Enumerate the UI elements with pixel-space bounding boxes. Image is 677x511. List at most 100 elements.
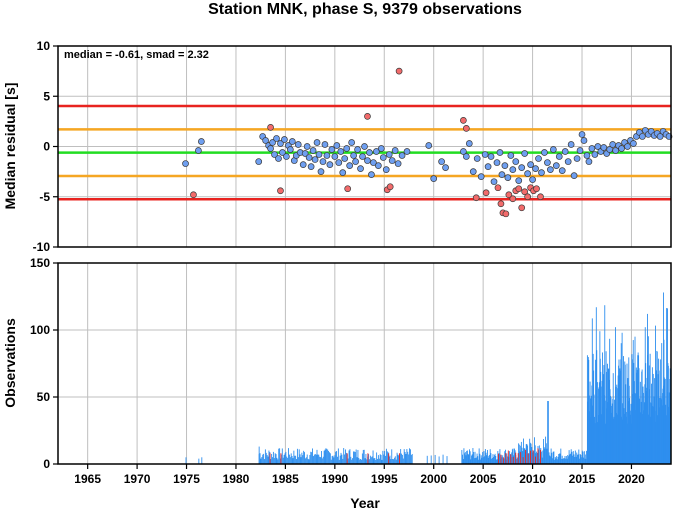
- outlier-point: [524, 193, 531, 201]
- observation-bar: [304, 452, 305, 464]
- inlier-point: [438, 158, 445, 165]
- inlier-point: [576, 147, 584, 154]
- observation-bar: [375, 459, 377, 464]
- observation-bar: [554, 457, 556, 464]
- observation-bar: [531, 452, 533, 464]
- observation-bar: [511, 449, 513, 464]
- observation-bar: [471, 454, 473, 464]
- observation-bar: [552, 458, 553, 464]
- inlier-point: [578, 131, 586, 138]
- inlier-point: [335, 159, 343, 166]
- inlier-point: [357, 165, 364, 172]
- observation-bar: [480, 459, 481, 464]
- observation-bar: [430, 455, 432, 464]
- inlier-point: [535, 155, 542, 162]
- observation-bar: [626, 363, 628, 464]
- observation-bar: [506, 453, 508, 464]
- inlier-point: [288, 138, 296, 145]
- observation-bar: [551, 452, 553, 464]
- observation-bar: [547, 401, 549, 464]
- stats-annotation: median = -0.61, smad = 2.32: [64, 49, 209, 61]
- observation-bar: [561, 458, 562, 464]
- inlier-point: [656, 133, 664, 140]
- observation-bar: [543, 447, 545, 464]
- observation-bar: [545, 443, 547, 464]
- observation-bar: [405, 453, 407, 464]
- observation-bar: [262, 454, 264, 464]
- observation-bar: [293, 450, 295, 464]
- observation-bar: [261, 457, 263, 464]
- observation-bar: [573, 454, 575, 464]
- observation-bar: [342, 458, 344, 464]
- observation-bar: [325, 448, 327, 464]
- outlier-point: [482, 189, 490, 197]
- residual-panel: -10 -5 0 5 10 median = -0.61, smad = 2.32 Me…: [2, 39, 673, 254]
- inlier-point: [552, 162, 560, 169]
- observation-bar: [647, 336, 649, 464]
- inlier-point: [328, 146, 336, 153]
- observation-bar: [343, 448, 345, 464]
- observation-bar: [264, 459, 265, 464]
- observation-bar: [517, 453, 519, 464]
- observation-bar: [377, 455, 379, 464]
- observation-bar: [570, 453, 571, 464]
- outlier-point: [386, 183, 394, 191]
- observation-bar: [494, 453, 496, 464]
- inlier-point: [518, 164, 526, 171]
- observation-bar: [406, 449, 408, 464]
- inlier-point: [391, 147, 399, 154]
- observation-bar: [584, 458, 586, 464]
- inlier-point: [346, 162, 354, 169]
- observation-bar: [395, 459, 397, 464]
- observation-bar: [491, 458, 493, 464]
- observation-bar: [578, 449, 580, 464]
- inlier-point: [326, 161, 334, 168]
- observation-bar: [403, 449, 405, 464]
- observation-bar: [634, 336, 636, 464]
- observation-bar: [282, 457, 284, 464]
- observation-bar: [568, 450, 570, 464]
- inlier-point: [509, 166, 517, 173]
- observation-bar: [527, 453, 529, 464]
- observation-bar: [382, 450, 384, 464]
- observation-bar: [591, 318, 593, 464]
- inlier-point: [305, 154, 313, 161]
- observation-bar: [361, 453, 363, 464]
- inlier-point: [618, 145, 625, 152]
- observation-bar: [268, 450, 270, 464]
- observation-bar: [475, 457, 477, 464]
- inlier-point: [561, 148, 569, 155]
- observation-bar: [321, 458, 323, 464]
- inlier-point: [385, 151, 393, 158]
- inlier-point: [501, 162, 509, 169]
- observation-bar: [316, 449, 318, 464]
- observations-panel: 0 50 100 150 1965 1970 1975 1980 1985 1990 1995 20…: [2, 256, 672, 511]
- observation-bar: [509, 454, 511, 464]
- inlier-point: [311, 156, 319, 163]
- observation-bar: [288, 454, 290, 464]
- inlier-point: [512, 158, 520, 165]
- observation-bar: [511, 452, 513, 464]
- inlier-point: [195, 147, 202, 154]
- observation-bar: [534, 437, 535, 464]
- x-tick-label-1985: 1985: [272, 472, 299, 486]
- observation-bar: [513, 455, 515, 464]
- observation-bar: [330, 459, 332, 464]
- observation-bar: [543, 439, 544, 464]
- inlier-point: [379, 154, 387, 161]
- observation-bar: [320, 457, 322, 464]
- outlier-point: [267, 124, 274, 131]
- outlier-point: [494, 184, 502, 192]
- observation-bar: [402, 458, 404, 464]
- inlier-point: [294, 141, 302, 148]
- observation-bar: [464, 453, 466, 464]
- observation-bar: [461, 449, 463, 464]
- outlier-point: [395, 67, 403, 75]
- inlier-point: [498, 171, 506, 178]
- inlier-point: [359, 153, 366, 160]
- inlier-point: [430, 175, 438, 183]
- observation-bar: [547, 401, 549, 464]
- observation-bar: [583, 457, 585, 464]
- outlier-point: [472, 194, 480, 202]
